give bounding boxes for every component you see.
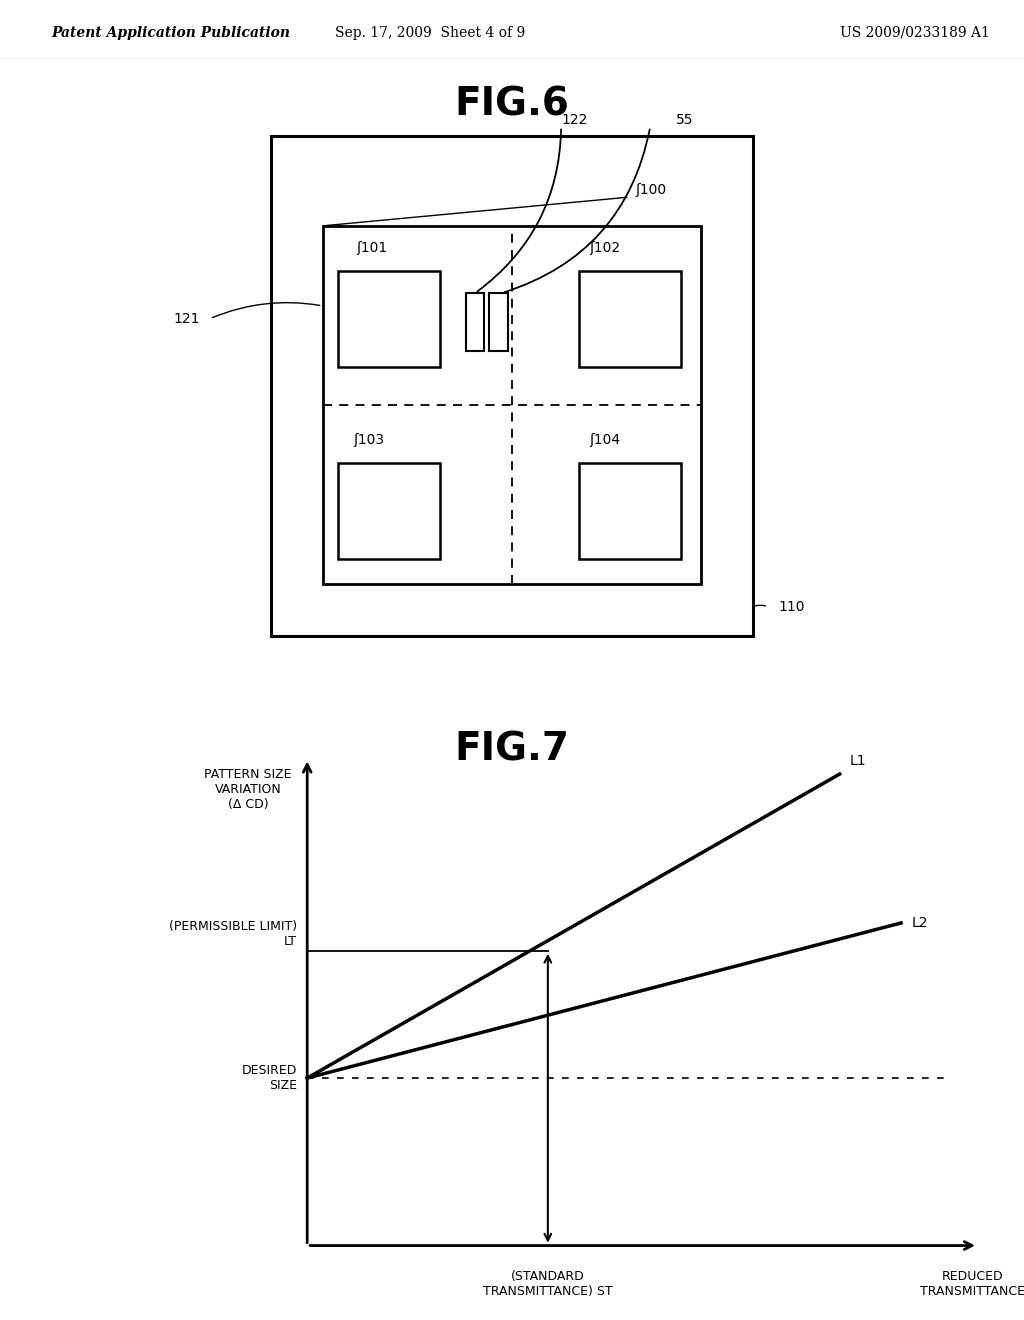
Text: FIG.7: FIG.7 <box>455 731 569 768</box>
Text: 122: 122 <box>561 112 588 127</box>
Text: (PERMISSIBLE LIMIT)
LT: (PERMISSIBLE LIMIT) LT <box>169 920 297 948</box>
Text: ʃ100: ʃ100 <box>635 183 666 197</box>
Text: 55: 55 <box>676 112 693 127</box>
Text: FIG.6: FIG.6 <box>455 84 569 123</box>
Text: Sep. 17, 2009  Sheet 4 of 9: Sep. 17, 2009 Sheet 4 of 9 <box>335 25 525 40</box>
Text: 110: 110 <box>778 599 805 614</box>
Text: L1: L1 <box>850 754 866 768</box>
Bar <box>489 293 508 351</box>
Text: (STANDARD
TRANSMITTANCE) ST: (STANDARD TRANSMITTANCE) ST <box>483 1270 612 1299</box>
Bar <box>466 293 484 351</box>
Text: PATTERN SIZE
VARIATION
(Δ CD): PATTERN SIZE VARIATION (Δ CD) <box>205 768 292 810</box>
Text: US 2009/0233189 A1: US 2009/0233189 A1 <box>840 25 989 40</box>
Text: 121: 121 <box>173 312 200 326</box>
Bar <box>323 226 701 585</box>
Text: ʃ102: ʃ102 <box>589 240 620 255</box>
Text: REDUCED
TRANSMITTANCE: REDUCED TRANSMITTANCE <box>921 1270 1024 1299</box>
Text: ʃ103: ʃ103 <box>353 433 384 446</box>
Text: Patent Application Publication: Patent Application Publication <box>51 25 290 40</box>
Text: ʃ104: ʃ104 <box>589 433 620 446</box>
Text: L2: L2 <box>911 916 928 931</box>
Bar <box>579 463 681 558</box>
Text: ʃ101: ʃ101 <box>356 240 388 255</box>
Bar <box>271 136 753 636</box>
Bar <box>338 271 440 367</box>
Bar <box>338 463 440 558</box>
Bar <box>579 271 681 367</box>
Text: DESIRED
SIZE: DESIRED SIZE <box>242 1064 297 1092</box>
